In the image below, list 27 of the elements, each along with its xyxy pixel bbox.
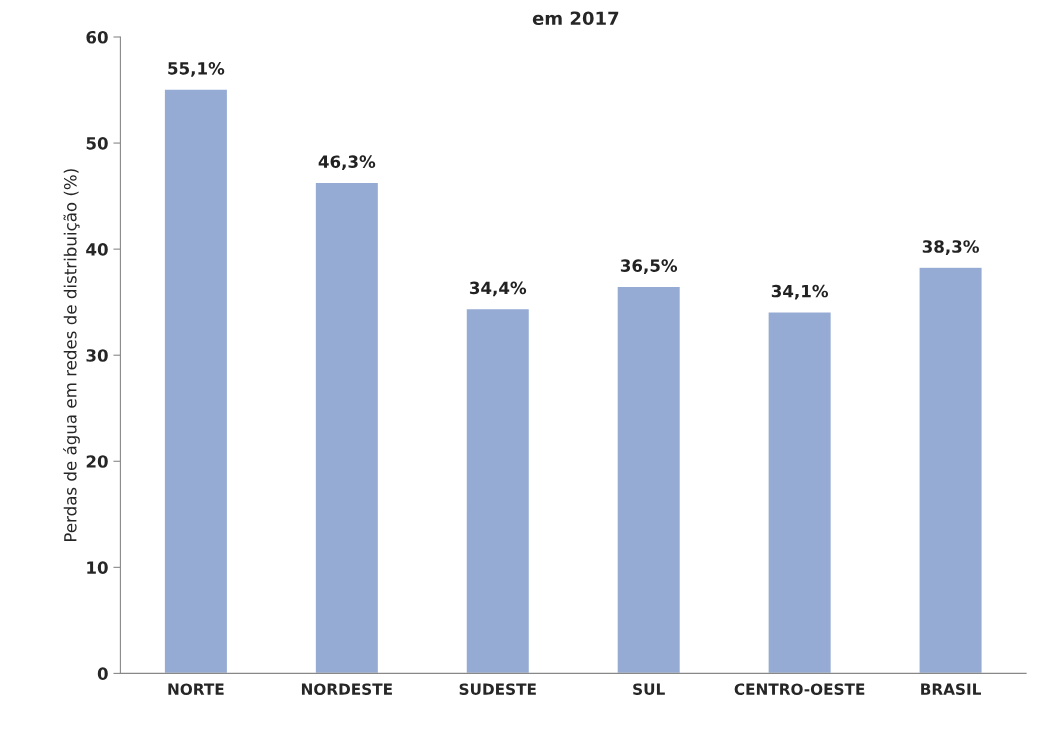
y-tick-label: 60: [86, 30, 108, 44]
y-tick-label: 10: [87, 561, 108, 574]
y-tick-label: 0: [97, 667, 108, 680]
data-label: 55,1%: [168, 62, 225, 77]
x-tick-label: SUL: [633, 683, 665, 695]
bar: [918, 266, 983, 674]
bar: [616, 285, 682, 674]
bar: [465, 307, 531, 674]
y-tick-label: 50: [86, 137, 108, 150]
y-tick-label: 30: [86, 349, 108, 362]
chart-title: em 2017: [532, 11, 619, 26]
bar: [314, 181, 380, 674]
x-tick-label: NORDESTE: [301, 683, 392, 695]
y-tick-label: 40: [86, 243, 108, 256]
data-label: 38,3%: [922, 240, 979, 255]
data-label: 34,1%: [771, 284, 829, 300]
y-tick-label: 20: [86, 455, 108, 468]
data-label: 46,3%: [318, 155, 376, 171]
bar: [163, 88, 229, 674]
x-tick-label: SUDESTE: [459, 683, 536, 695]
x-tick-label: CENTRO-OESTE: [734, 683, 865, 695]
bar: [767, 311, 833, 674]
x-tick-label: BRASIL: [921, 683, 981, 695]
y-axis-title: Perdas de água em redes de distribuição (%): [63, 169, 80, 542]
data-label: 36,5%: [620, 259, 678, 275]
data-label: 34,4%: [469, 281, 527, 297]
x-tick-label: NORTE: [168, 683, 224, 695]
